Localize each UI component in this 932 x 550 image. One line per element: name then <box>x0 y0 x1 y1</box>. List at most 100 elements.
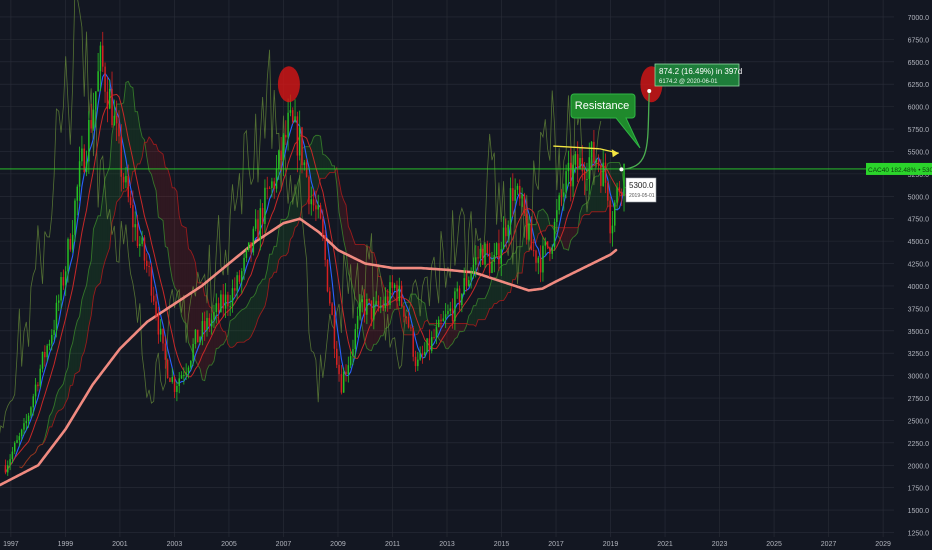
cloud-segment <box>450 323 453 346</box>
candle-body <box>252 228 255 253</box>
candle-body <box>48 343 51 346</box>
y-tick-label: 3750.0 <box>908 306 930 313</box>
x-tick-label: 2019 <box>603 541 619 548</box>
cloud-segment <box>244 307 247 343</box>
candle-body <box>146 260 148 267</box>
candle-body <box>257 219 259 240</box>
cloud-segment <box>327 157 330 176</box>
candle-body <box>342 371 345 393</box>
candle-body <box>115 115 118 124</box>
cloud-segment <box>498 266 502 302</box>
cloud-segment <box>596 176 599 212</box>
cloud-segment <box>165 167 168 248</box>
candle-body <box>190 360 192 368</box>
cloud-segment <box>487 287 490 315</box>
cloud-segment <box>190 250 194 354</box>
candle-body <box>535 250 537 263</box>
candle-body <box>324 234 326 260</box>
candle-body <box>530 223 533 251</box>
cloud-segment <box>278 219 282 261</box>
candle-body <box>245 249 248 258</box>
cloud-segment <box>88 260 92 327</box>
cloud-segment <box>167 168 170 266</box>
cloud-segment <box>591 177 594 212</box>
candle-body <box>345 371 347 375</box>
cloud-segment <box>74 320 78 374</box>
candle-body <box>127 175 129 198</box>
candle-body <box>30 407 32 416</box>
candle-body <box>340 374 343 393</box>
candle-body <box>81 148 83 162</box>
cloud-segment <box>241 308 245 343</box>
cloud-segment <box>100 196 103 284</box>
candle-body <box>41 351 44 369</box>
projection-end-dot <box>647 89 652 94</box>
candle-body <box>250 242 252 253</box>
candle-body <box>55 302 58 331</box>
cloud-segment <box>482 298 486 320</box>
candle-body <box>273 181 275 189</box>
candle-body <box>64 271 67 286</box>
candle-body <box>201 321 204 337</box>
candle-body <box>551 247 553 254</box>
cloud-segment <box>123 82 126 192</box>
cloud-segment <box>392 294 395 314</box>
candle-body <box>9 459 11 466</box>
cloud-segment <box>112 121 115 223</box>
cloud-segment <box>447 323 451 349</box>
price-tag-text: CAC40 182.48% • 5304.8 <box>868 167 932 174</box>
candle-body <box>227 294 229 307</box>
resistance-line <box>553 145 600 150</box>
candle-body <box>192 343 194 361</box>
candle-body <box>224 294 227 309</box>
candle-body <box>206 317 208 331</box>
y-tick-label: 2750.0 <box>908 396 930 403</box>
candle-body <box>25 421 28 424</box>
candle-body <box>567 162 570 172</box>
candle-body <box>586 178 588 180</box>
y-tick-label: 2000.0 <box>908 463 930 470</box>
y-tick-label: 2500.0 <box>908 418 930 425</box>
x-tick-label: 2009 <box>330 541 346 548</box>
cloud-segment <box>107 166 110 255</box>
y-tick-label: 2250.0 <box>908 441 930 448</box>
cloud-segment <box>135 111 138 171</box>
x-tick-label: 2021 <box>657 541 673 548</box>
cloud-segment <box>540 208 543 233</box>
cloud-segment <box>248 297 252 340</box>
cloud-segment <box>160 152 163 221</box>
candle-body <box>11 451 14 460</box>
candle-body <box>607 182 609 201</box>
candle-body <box>509 188 512 225</box>
cloud-segment <box>56 389 59 414</box>
candle-body <box>521 194 523 199</box>
candle-body <box>183 375 185 377</box>
candle-body <box>210 319 213 327</box>
cloud-segment <box>151 139 154 184</box>
cloud-segment <box>61 383 64 410</box>
cloud-segment <box>283 219 286 256</box>
cloud-segment <box>589 186 592 215</box>
candle-body <box>532 250 535 252</box>
cloud-segment <box>271 246 275 278</box>
candles <box>4 31 625 476</box>
y-tick-label: 1500.0 <box>908 508 930 515</box>
cloud-segment <box>461 323 465 332</box>
candle-body <box>310 199 313 205</box>
candle-body <box>556 210 558 222</box>
cloud-segment <box>146 136 150 171</box>
candle-body <box>430 337 433 351</box>
candle-body <box>403 305 405 317</box>
candle-body <box>129 197 132 206</box>
candle-body <box>398 285 401 302</box>
candle-body <box>595 159 597 163</box>
cloud-segment <box>568 227 571 251</box>
candle-body <box>581 157 584 172</box>
projection-curve <box>621 90 650 171</box>
candle-body <box>549 247 551 254</box>
x-tick-label: 1997 <box>3 541 19 548</box>
cloud-segment <box>179 215 182 317</box>
candle-body <box>203 321 206 331</box>
cloud-segment <box>207 295 210 370</box>
candle-body <box>13 442 16 452</box>
